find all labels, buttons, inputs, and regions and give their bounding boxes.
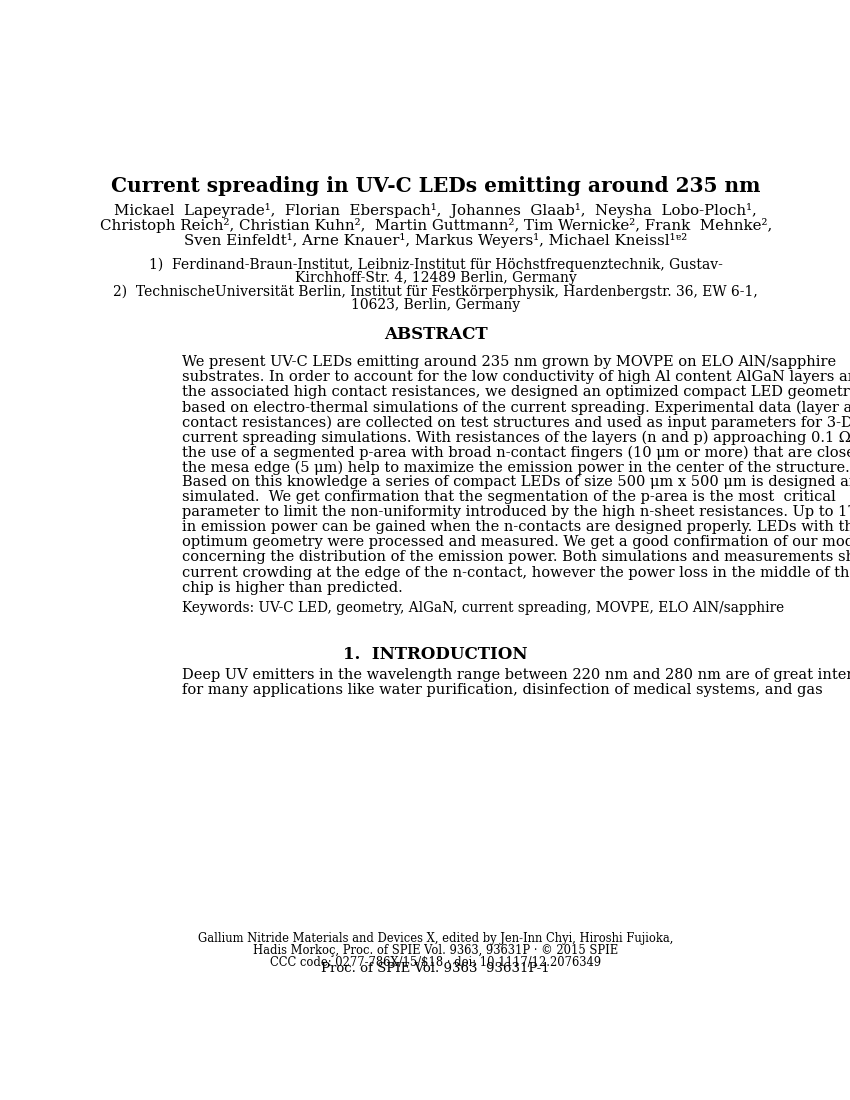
Text: for many applications like water purification, disinfection of medical systems, : for many applications like water purific… xyxy=(182,683,823,697)
Text: simulated.  We get confirmation that the segmentation of the p-area is the most : simulated. We get confirmation that the … xyxy=(182,491,836,505)
Text: chip is higher than predicted.: chip is higher than predicted. xyxy=(182,581,403,594)
Text: Current spreading in UV-C LEDs emitting around 235 nm: Current spreading in UV-C LEDs emitting … xyxy=(110,176,761,196)
Text: optimum geometry were processed and measured. We get a good confirmation of our : optimum geometry were processed and meas… xyxy=(182,536,850,550)
Text: the mesa edge (5 μm) help to maximize the emission power in the center of the st: the mesa edge (5 μm) help to maximize th… xyxy=(182,461,850,475)
Text: based on electro-thermal simulations of the current spreading. Experimental data: based on electro-thermal simulations of … xyxy=(182,400,850,415)
Text: the associated high contact resistances, we designed an optimized compact LED ge: the associated high contact resistances,… xyxy=(182,385,850,399)
Text: current spreading simulations. With resistances of the layers (n and p) approach: current spreading simulations. With resi… xyxy=(182,430,850,444)
Text: Hadis Morkoç, Proc. of SPIE Vol. 9363, 93631P · © 2015 SPIE: Hadis Morkoç, Proc. of SPIE Vol. 9363, 9… xyxy=(253,944,618,957)
Text: the use of a segmented p-area with broad n-contact fingers (10 μm or more) that : the use of a segmented p-area with broad… xyxy=(182,446,850,460)
Text: Kirchhoff-Str. 4, 12489 Berlin, Germany: Kirchhoff-Str. 4, 12489 Berlin, Germany xyxy=(295,272,576,285)
Text: parameter to limit the non-uniformity introduced by the high n-sheet resistances: parameter to limit the non-uniformity in… xyxy=(182,506,850,519)
Text: Deep UV emitters in the wavelength range between 220 nm and 280 nm are of great : Deep UV emitters in the wavelength range… xyxy=(182,668,850,682)
Text: Christoph Reich², Christian Kuhn²,  Martin Guttmann², Tim Wernicke², Frank  Mehn: Christoph Reich², Christian Kuhn², Marti… xyxy=(99,219,772,233)
Text: Based on this knowledge a series of compact LEDs of size 500 μm x 500 μm is desi: Based on this knowledge a series of comp… xyxy=(182,475,850,490)
Text: Keywords: UV-C LED, geometry, AlGaN, current spreading, MOVPE, ELO AlN/sapphire: Keywords: UV-C LED, geometry, AlGaN, cur… xyxy=(182,601,785,615)
Text: 10623, Berlin, Germany: 10623, Berlin, Germany xyxy=(351,298,520,312)
Text: Gallium Nitride Materials and Devices X, edited by Jen-Inn Chyi, Hiroshi Fujioka: Gallium Nitride Materials and Devices X,… xyxy=(198,932,673,945)
Text: 2)  TechnischeUniversität Berlin, Institut für Festkörperphysik, Hardenbergstr. : 2) TechnischeUniversität Berlin, Institu… xyxy=(113,285,758,299)
Text: ABSTRACT: ABSTRACT xyxy=(384,326,487,343)
Text: 1.  INTRODUCTION: 1. INTRODUCTION xyxy=(343,647,528,663)
Text: Proc. of SPIE Vol. 9363  93631P-1: Proc. of SPIE Vol. 9363 93631P-1 xyxy=(321,962,550,976)
Text: substrates. In order to account for the low conductivity of high Al content AlGa: substrates. In order to account for the … xyxy=(182,371,850,384)
Text: contact resistances) are collected on test structures and used as input paramete: contact resistances) are collected on te… xyxy=(182,416,850,430)
Text: current crowding at the edge of the n-contact, however the power loss in the mid: current crowding at the edge of the n-co… xyxy=(182,565,850,580)
Text: CCC code: 0277-786X/15/$18 · doi: 10.1117/12.2076349: CCC code: 0277-786X/15/$18 · doi: 10.111… xyxy=(270,956,601,969)
Text: Mickael  Lapeyrade¹,  Florian  Eberspach¹,  Johannes  Glaab¹,  Neysha  Lobo-Ploc: Mickael Lapeyrade¹, Florian Eberspach¹, … xyxy=(114,204,757,219)
Text: 1)  Ferdinand-Braun-Institut, Leibniz-Institut für Höchstfrequenztechnik, Gustav: 1) Ferdinand-Braun-Institut, Leibniz-Ins… xyxy=(149,258,722,273)
Text: concerning the distribution of the emission power. Both simulations and measurem: concerning the distribution of the emiss… xyxy=(182,550,850,564)
Text: We present UV-C LEDs emitting around 235 nm grown by MOVPE on ELO AlN/sapphire: We present UV-C LEDs emitting around 235… xyxy=(182,355,836,370)
Text: Sven Einfeldt¹, Arne Knauer¹, Markus Weyers¹, Michael Kneissl¹ᵄ²: Sven Einfeldt¹, Arne Knauer¹, Markus Wey… xyxy=(184,233,688,249)
Text: in emission power can be gained when the n-contacts are designed properly. LEDs : in emission power can be gained when the… xyxy=(182,520,850,535)
